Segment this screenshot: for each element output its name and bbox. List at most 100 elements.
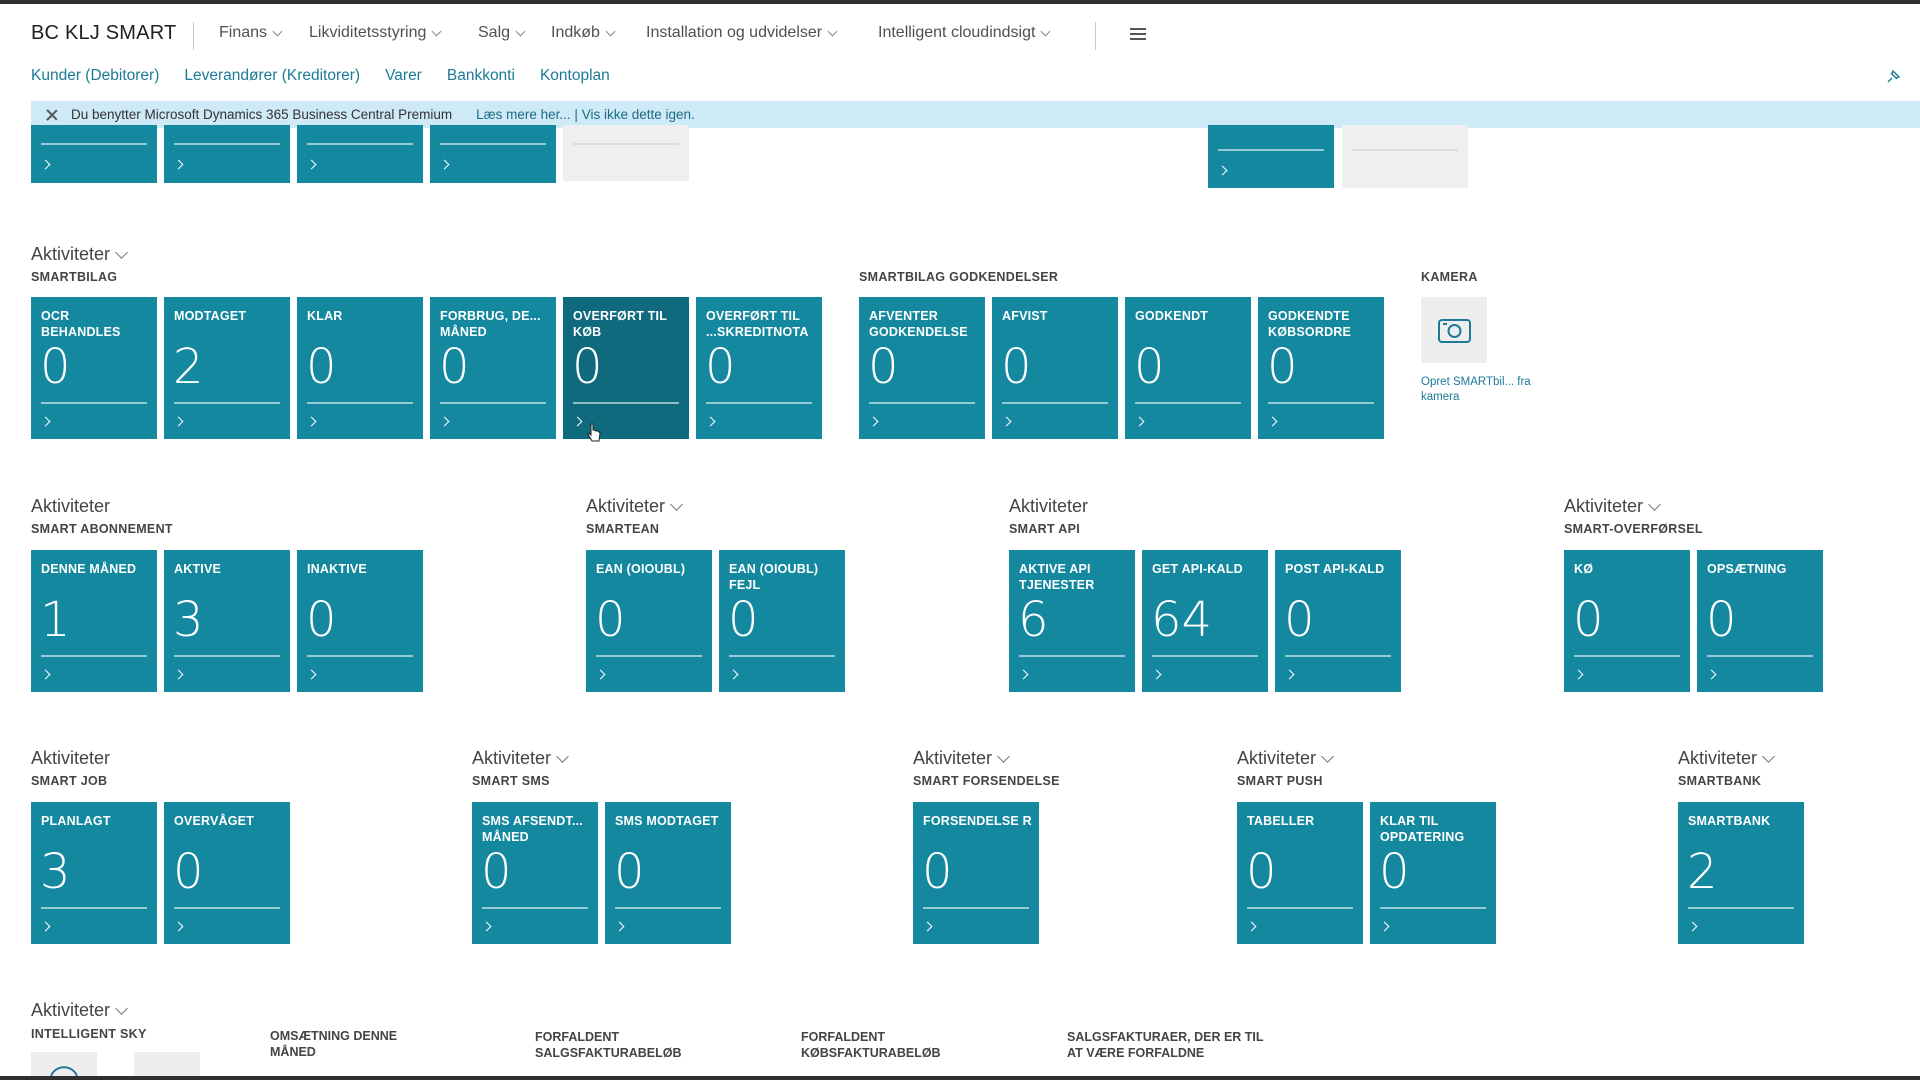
tile-partial[interactable] — [430, 125, 556, 183]
section-title[interactable]: Aktiviteter — [1678, 748, 1775, 769]
tile-forsendelser[interactable]: FORSENDELSE R 0 — [913, 802, 1039, 944]
section-title[interactable]: Aktiviteter — [1009, 496, 1088, 517]
menu-indkob[interactable]: Indkøb — [551, 24, 616, 42]
tile-tabeller[interactable]: TABELLER 0 — [1237, 802, 1363, 944]
chevron-right-icon — [728, 669, 739, 680]
section-subtitle: KAMERA — [1421, 270, 1478, 284]
tile-klar-til-opdatering[interactable]: KLAR TIL OPDATERING 0 — [1370, 802, 1496, 944]
tile-partial[interactable] — [31, 125, 157, 183]
tile-smartbank[interactable]: SMARTBANK 2 — [1678, 802, 1804, 944]
hamburger-menu-icon[interactable] — [1130, 28, 1146, 40]
tile-label: OCR BEHANDLES — [41, 309, 121, 339]
tile-label: OVERVÅGET — [174, 814, 255, 828]
section-subtitle: SMARTBILAG GODKENDELSER — [859, 270, 1059, 284]
menu-installation[interactable]: Installation og udvidelser — [646, 24, 838, 42]
nav-link-bankkonti[interactable]: Bankkonti — [446, 67, 515, 84]
section-title[interactable]: Aktiviteter — [31, 496, 110, 517]
tile-afventer-godkendelse[interactable]: AFVENTER GODKENDELSE 0 — [859, 297, 985, 439]
tile-denne-maned[interactable]: DENNE MÅNED 1 — [31, 550, 157, 692]
tile-forbrug-maned[interactable]: FORBRUG, DE... MÅNED 0 — [430, 297, 556, 439]
section-title[interactable]: Aktiviteter — [1564, 496, 1661, 517]
tile-partial-empty — [563, 125, 689, 181]
section-title[interactable]: Aktiviteter — [31, 1000, 128, 1021]
nav-link-varer[interactable]: Varer — [385, 67, 422, 84]
tile-aktive-api-tjenester[interactable]: AKTIVE API TJENESTER 6 — [1009, 550, 1135, 692]
tile-value: 0 — [439, 339, 470, 395]
tile-value: 0 — [1246, 844, 1277, 900]
tile-ean-oioubl-fejl[interactable]: EAN (OIOUBL) FEJL 0 — [719, 550, 845, 692]
tile-sms-afsendt[interactable]: SMS AFSENDT... MÅNED 0 — [472, 802, 598, 944]
tile-klar[interactable]: KLAR 0 — [297, 297, 423, 439]
section-title-label: Aktiviteter — [31, 748, 111, 768]
kpi-omsaetning[interactable]: OMSÆTNING DENNE MÅNED — [270, 1029, 398, 1059]
tile-planlagt[interactable]: PLANLAGT 3 — [31, 802, 157, 944]
section-title[interactable]: Aktiviteter — [31, 748, 110, 769]
tile-get-api-kald[interactable]: GET API-KALD 64 — [1142, 550, 1268, 692]
menu-likviditetsstyring[interactable]: Likviditetsstyring — [309, 24, 442, 42]
tile-label: PLANLAGT — [41, 814, 111, 828]
circle-icon — [50, 1066, 78, 1077]
section-title[interactable]: Aktiviteter — [1237, 748, 1334, 769]
tile-overfort-til-kob[interactable]: OVERFØRT TIL KØB 0 — [563, 297, 689, 439]
tile-value: 2 — [1687, 844, 1718, 900]
tile-ko[interactable]: KØ 0 — [1564, 550, 1690, 692]
tile-ocr-behandles[interactable]: OCR BEHANDLES 0 — [31, 297, 157, 439]
chevron-right-icon — [40, 669, 51, 680]
section-title[interactable]: Aktiviteter — [913, 748, 1010, 769]
chevron-right-icon — [1134, 416, 1145, 427]
menu-intelligent-cloud[interactable]: Intelligent cloudindsigt — [878, 24, 1051, 42]
tile-modtaget[interactable]: MODTAGET 2 — [164, 297, 290, 439]
kpi-forfaldent-salg[interactable]: FORFALDENT SALGSFAKTURABELØB — [535, 1030, 682, 1060]
tile-aktive[interactable]: AKTIVE 3 — [164, 550, 290, 692]
tile-partial[interactable] — [164, 125, 290, 183]
chevron-down-icon — [1762, 749, 1775, 763]
tile-sms-modtaget[interactable]: SMS MODTAGET 0 — [605, 802, 731, 944]
chevron-right-icon — [173, 669, 184, 680]
tile-overvaget[interactable]: OVERVÅGET 0 — [164, 802, 290, 944]
tile-value: 0 — [1134, 339, 1165, 395]
section-title[interactable]: Aktiviteter — [31, 244, 128, 265]
section-title[interactable]: Aktiviteter — [586, 496, 683, 517]
camera-link[interactable]: Opret SMARTbil... fra kamera — [1421, 376, 1531, 403]
close-icon[interactable] — [45, 108, 59, 122]
notification-link[interactable]: Læs mere her... | Vis ikke dette igen. — [476, 107, 695, 122]
tile-value: 0 — [173, 844, 204, 900]
tile-godkendte-kobsordre[interactable]: GODKENDTE KØBSORDRE 0 — [1258, 297, 1384, 439]
tile-partial[interactable] — [1208, 125, 1334, 188]
chevron-down-icon — [431, 26, 442, 36]
kpi-forfaldent-kob[interactable]: FORFALDENT KØBSFAKTURABELØB — [801, 1030, 941, 1060]
chevron-right-icon — [1151, 669, 1162, 680]
tile-inaktive[interactable]: INAKTIVE 0 — [297, 550, 423, 692]
tile-opsaetning[interactable]: OPSÆTNING 0 — [1697, 550, 1823, 692]
menu-salg[interactable]: Salg — [478, 24, 526, 42]
chevron-down-icon — [997, 749, 1010, 763]
section-title[interactable]: Aktiviteter — [472, 748, 569, 769]
tile-afvist[interactable]: AFVIST 0 — [992, 297, 1118, 439]
camera-button[interactable] — [1421, 297, 1487, 363]
kpi-icon-tile[interactable] — [134, 1052, 200, 1076]
tile-label: KØ — [1574, 562, 1594, 576]
tile-label: AFVIST — [1002, 309, 1048, 323]
chevron-right-icon — [705, 416, 716, 427]
nav-link-leverandorer[interactable]: Leverandører (Kreditorer) — [184, 67, 361, 84]
tile-godkendt[interactable]: GODKENDT 0 — [1125, 297, 1251, 439]
tile-label: MODTAGET — [174, 309, 247, 323]
pin-icon[interactable] — [1884, 68, 1902, 86]
tile-value: 0 — [595, 592, 626, 648]
company-name[interactable]: BC KLJ SMART — [31, 22, 177, 44]
kpi-icon-tile[interactable] — [31, 1052, 97, 1077]
kpi-salgsfakturaer[interactable]: SALGSFAKTURAER, DER ER TIL AT VÆRE FORFA… — [1067, 1030, 1264, 1060]
tile-overfort-til-kreditnota[interactable]: OVERFØRT TIL ...SKREDITNOTA 0 — [696, 297, 822, 439]
nav-link-kontoplan[interactable]: Kontoplan — [539, 67, 610, 84]
tile-partial[interactable] — [297, 125, 423, 183]
chevron-right-icon — [595, 669, 606, 680]
tile-label: FORBRUG, DE... MÅNED — [440, 309, 541, 339]
menu-finans[interactable]: Finans — [219, 24, 283, 42]
divider — [1095, 22, 1096, 50]
section-subtitle: SMARTEAN — [586, 522, 660, 536]
tile-label: AKTIVE API TJENESTER — [1019, 562, 1095, 592]
nav-link-kunder[interactable]: Kunder (Debitorer) — [31, 67, 160, 84]
tile-post-api-kald[interactable]: POST API-KALD 0 — [1275, 550, 1401, 692]
tile-value: 0 — [1284, 592, 1315, 648]
tile-ean-oioubl[interactable]: EAN (OIOUBL) 0 — [586, 550, 712, 692]
